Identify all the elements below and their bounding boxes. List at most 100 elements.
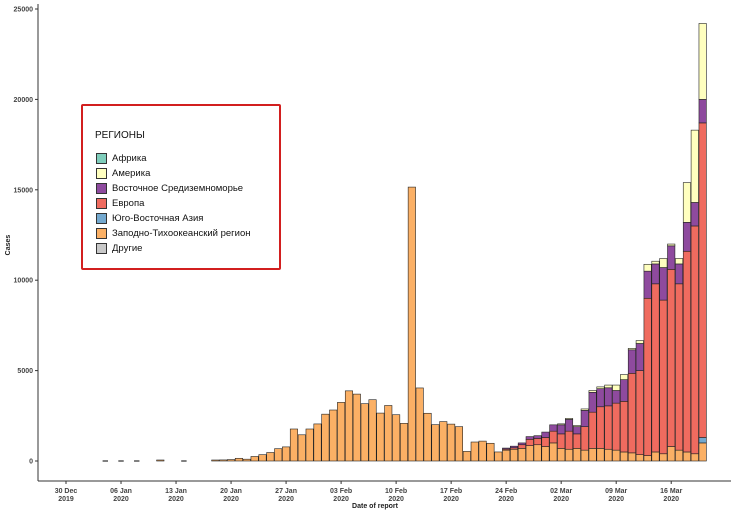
y-tick-label: 20000 (14, 97, 34, 104)
bar-segment-europe (627, 373, 636, 454)
bar-segment-wpr (392, 414, 401, 462)
bar-segment-europe (549, 430, 558, 444)
legend-swatch-wpr (96, 227, 107, 239)
bar-segment-wpr (517, 448, 526, 462)
bar-segment-emr (612, 390, 621, 404)
bar-segment-emr (502, 447, 511, 450)
bar-segment-wpr (297, 434, 306, 462)
legend-swatch-americas (96, 167, 107, 179)
bar-segment-wpr (651, 451, 660, 462)
y-tick-label: 10000 (14, 278, 34, 285)
bar-segment-wpr (454, 426, 463, 462)
bar-segment-emr (667, 245, 676, 270)
bar-segment-wpr (447, 423, 456, 462)
bar-segment-wpr (156, 459, 165, 462)
bar-segment-emr (627, 349, 636, 374)
y-axis-title: Cases (5, 235, 12, 256)
bar-segment-americas (612, 384, 621, 391)
bar-segment-wpr (227, 459, 236, 462)
bar-segment-emr (682, 222, 691, 252)
x-tick-label: 06 Jan (110, 488, 132, 495)
legend-label-americas: Америка (112, 167, 151, 179)
bar-segment-wpr (258, 454, 267, 462)
bar-segment-americas (635, 340, 644, 344)
bar-segment-emr (675, 263, 684, 285)
bar-segment-emr (525, 436, 534, 440)
x-tick-label-year: 2020 (333, 496, 349, 503)
bar-segment-europe (667, 269, 676, 447)
bar-segment-europe (604, 405, 613, 450)
bar-segment-wpr (698, 442, 707, 462)
bar-segment-wpr (541, 446, 550, 462)
bar-segment-europe (565, 430, 574, 450)
bar-segment-emr (510, 445, 519, 449)
bar-segment-wpr (580, 449, 589, 462)
bar-segment-wpr (588, 448, 597, 462)
bar-segment-emr (533, 435, 542, 439)
bar-segment-americas (572, 425, 581, 427)
bar-segment-americas (620, 374, 629, 380)
bar-segment-wpr (376, 412, 385, 462)
bar-segment-europe (612, 402, 621, 451)
bar-segment-wpr (620, 451, 629, 462)
bar-segment-europe (675, 283, 684, 451)
bar-segment-emr (596, 388, 605, 408)
x-tick-label: 20 Jan (220, 488, 242, 495)
bar-segment-emr (635, 343, 644, 371)
legend-swatch-africa (96, 152, 107, 164)
legend: РЕГИОНЫ Африка Америка Восточное Средизе… (81, 104, 281, 270)
bar-segment-wpr (289, 428, 298, 462)
legend-item-americas: Америка (96, 166, 150, 180)
bar-segment-wpr (305, 428, 314, 462)
bar-segment-wpr (667, 446, 676, 462)
legend-item-sea: Юго-Восточная Азия (96, 211, 203, 225)
bar-segment-europe (682, 250, 691, 453)
bar-segment-wpr (604, 448, 613, 462)
bar-segment-wpr (266, 452, 275, 462)
bar-segment-wpr (423, 412, 432, 462)
x-tick-label: 09 Mar (605, 488, 627, 495)
bar-segment-wpr (274, 448, 283, 462)
bar-segment-emr (690, 202, 699, 227)
bar-segment-wpr (352, 393, 361, 462)
bar-segment-wpr (675, 449, 684, 462)
legend-item-other: Другие (96, 241, 142, 255)
bar-segment-wpr (234, 457, 243, 462)
legend-label-europe: Европа (112, 197, 145, 209)
bar-segment-wpr (337, 402, 346, 462)
bar-segment-americas (604, 384, 613, 389)
x-tick-label-year: 2020 (498, 496, 514, 503)
bar-segment-wpr (557, 448, 566, 462)
bar-segment-emr (572, 426, 581, 435)
x-tick-label: 17 Feb (440, 488, 462, 495)
y-tick-label: 0 (29, 459, 33, 466)
legend-item-africa: Африка (96, 151, 147, 165)
bar-segment-wpr (399, 423, 408, 462)
bar-segment-emr (565, 419, 574, 432)
bar-segment-europe (596, 406, 605, 449)
bar-segment-americas (557, 423, 566, 426)
bar-segment-europe (659, 299, 668, 455)
bar-segment-emr (580, 410, 589, 427)
legend-title: РЕГИОНЫ (95, 130, 145, 141)
bar-segment-americas (698, 23, 707, 100)
bar-segment-wpr (659, 453, 668, 462)
y-tick-label: 15000 (14, 187, 34, 194)
bar-segment-wpr (690, 453, 699, 462)
bar-segment-wpr (242, 458, 251, 462)
x-axis-title: Date of report (352, 503, 399, 510)
bar-segment-americas (596, 386, 605, 389)
legend-item-europe: Европа (96, 196, 144, 210)
x-tick-label-year: 2020 (113, 496, 129, 503)
bar-segment-europe (620, 401, 629, 453)
bar-segment-wpr (572, 448, 581, 462)
bar-segment-europe (580, 426, 589, 451)
bar-segment-wpr (415, 387, 424, 462)
bar-segment-wpr (502, 449, 511, 462)
x-tick-label-year: 2019 (58, 496, 74, 503)
bar-segment-wpr (384, 405, 393, 462)
legend-label-africa: Африка (112, 152, 147, 164)
bar-segment-europe (572, 433, 581, 449)
